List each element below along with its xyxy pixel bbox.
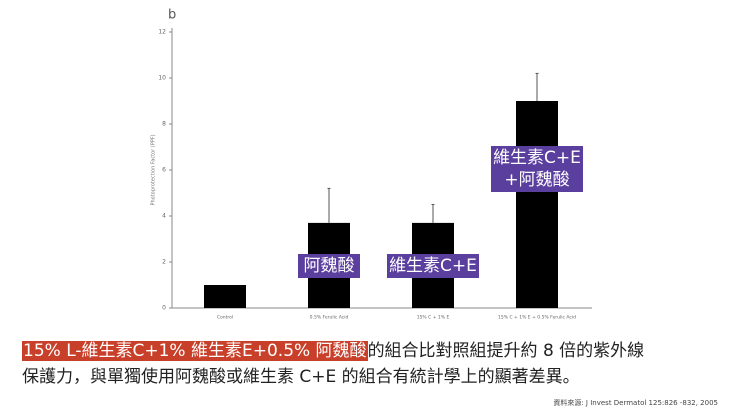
chart: b Photoprotection Factor (PPF) 0 2 4 6 8 10 12… [151, 8, 592, 321]
y-tick-label: 0 [162, 305, 166, 312]
x-tick-label: Control [217, 315, 233, 321]
annotation-box [298, 254, 360, 278]
annotation-box [491, 146, 583, 192]
y-tick-label: 12 [158, 29, 166, 36]
annotation-box [387, 254, 479, 278]
caption-line: 保護力，與單獨使用阿魏酸或維生素 C+E 的組合有統計學上的顯著差異。 [22, 367, 580, 387]
caption: 15% L-維生素C+1% 維生素E+0.5% 阿魏酸的組合比對照組提升約 8 … [22, 338, 644, 390]
y-tick-label: 4 [162, 213, 166, 220]
y-tick-label: 2 [162, 259, 166, 266]
annotation: +阿魏酸 [504, 170, 569, 190]
source: 資料來源: J Invest Dermatol 125:826 -832, 20… [553, 399, 718, 407]
bar [516, 101, 558, 308]
annotation: 阿魏酸 [304, 256, 355, 276]
x-tick-label: 15% C + 1% E [417, 315, 450, 321]
annotation: 維生素C+E [493, 148, 581, 168]
y-tick-label: 10 [158, 75, 166, 82]
panel-label: b [168, 8, 176, 23]
y-tick-label: 6 [162, 167, 166, 174]
x-tick-label: 0.5% Ferulic Acid [310, 315, 349, 321]
y-axis-label: Photoprotection Factor (PPF) [151, 134, 157, 205]
caption-text: 的組合比對照組提升約 8 倍的紫外線 [367, 341, 645, 361]
x-tick-label: 15% C + 1% E + 0.5% Ferulic Acid [498, 315, 576, 321]
caption-highlight: 15% L-維生素C+1% 維生素E+0.5% 阿魏酸 [22, 341, 368, 361]
caption-line: 15% L-維生素C+1% 維生素E+0.5% 阿魏酸的組合比對照組提升約 8 … [22, 338, 644, 364]
bar [204, 285, 246, 308]
annotation: 維生素C+E [389, 256, 477, 276]
y-tick-label: 8 [162, 121, 166, 128]
